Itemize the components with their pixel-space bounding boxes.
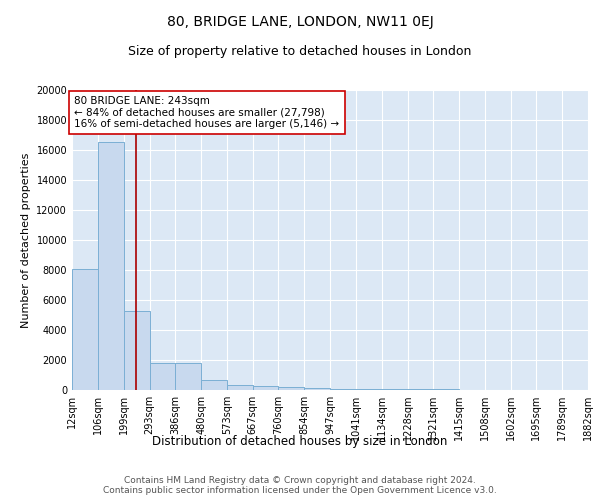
Text: 80, BRIDGE LANE, LONDON, NW11 0EJ: 80, BRIDGE LANE, LONDON, NW11 0EJ <box>167 15 433 29</box>
Bar <box>227 385 253 390</box>
Bar <box>278 387 304 390</box>
Bar <box>124 310 149 390</box>
Bar <box>175 363 201 390</box>
Text: Distribution of detached houses by size in London: Distribution of detached houses by size … <box>152 435 448 448</box>
Bar <box>149 363 175 390</box>
Bar <box>201 380 227 390</box>
Bar <box>304 388 330 390</box>
Text: Size of property relative to detached houses in London: Size of property relative to detached ho… <box>128 45 472 58</box>
Bar <box>98 142 124 390</box>
Bar <box>407 389 433 390</box>
Bar <box>356 389 382 390</box>
Bar <box>72 268 98 390</box>
Bar <box>253 386 278 390</box>
Bar <box>382 389 407 390</box>
Y-axis label: Number of detached properties: Number of detached properties <box>21 152 31 328</box>
Text: 80 BRIDGE LANE: 243sqm
← 84% of detached houses are smaller (27,798)
16% of semi: 80 BRIDGE LANE: 243sqm ← 84% of detached… <box>74 96 340 129</box>
Text: Contains HM Land Registry data © Crown copyright and database right 2024.
Contai: Contains HM Land Registry data © Crown c… <box>103 476 497 495</box>
Bar <box>330 388 356 390</box>
